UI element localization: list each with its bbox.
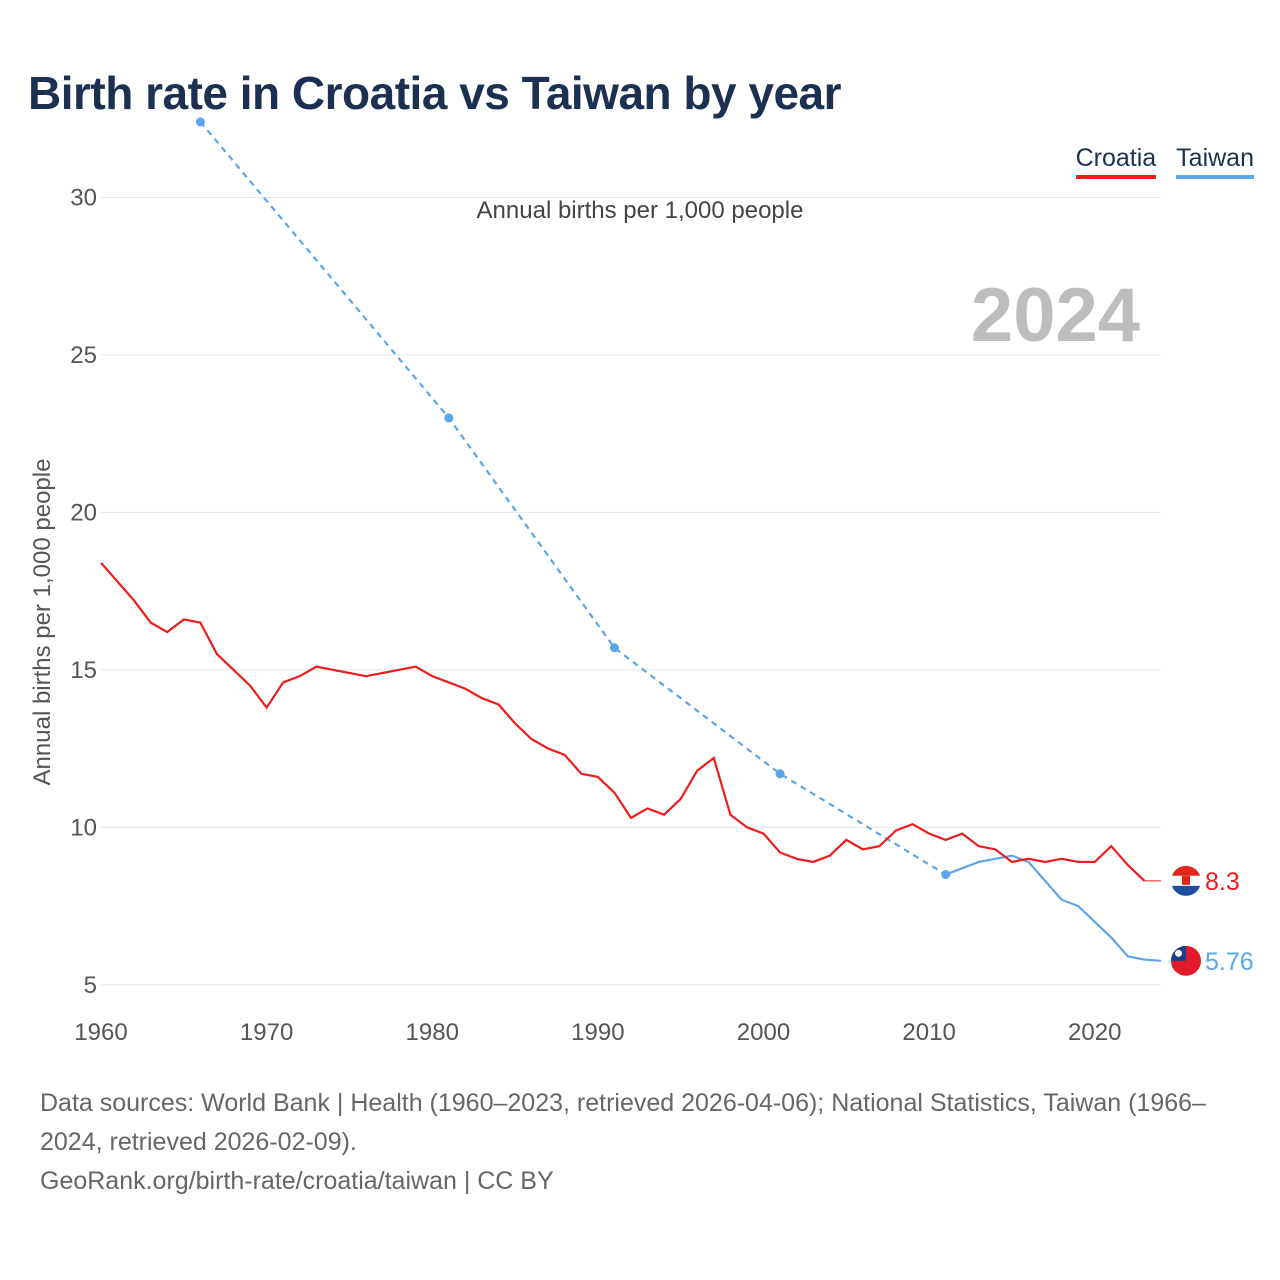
x-tick-label-2010: 2010 bbox=[902, 1019, 955, 1046]
credit-link[interactable]: GeoRank.org/birth-rate/croatia/taiwan | … bbox=[40, 1167, 554, 1195]
x-tick-label-2000: 2000 bbox=[737, 1019, 790, 1046]
footer: Data sources: World Bank | Health (1960–… bbox=[40, 1084, 1250, 1201]
taiwan-point-1991 bbox=[609, 643, 619, 653]
y-tick-label-25: 25 bbox=[70, 342, 97, 369]
year-watermark: 2024 bbox=[970, 273, 1140, 358]
taiwan-line bbox=[945, 854, 1162, 962]
taiwan-dashed-line bbox=[199, 121, 947, 876]
y-axis-label: Annual births per 1,000 people bbox=[29, 459, 56, 786]
x-tick-label-1970: 1970 bbox=[240, 1019, 293, 1046]
taiwan-end-label: 5.76 bbox=[1205, 948, 1254, 976]
chart-title: Birth rate in Croatia vs Taiwan by year bbox=[28, 67, 842, 119]
y-tick-label-30: 30 bbox=[70, 184, 97, 211]
y-tick-label-20: 20 bbox=[70, 499, 97, 526]
croatia-flag-icon bbox=[1171, 865, 1201, 896]
legend-taiwan[interactable]: Taiwan bbox=[1176, 144, 1254, 179]
x-tick-label-1990: 1990 bbox=[571, 1019, 624, 1046]
taiwan-point-1966 bbox=[195, 117, 205, 127]
x-tick-label-1980: 1980 bbox=[406, 1019, 459, 1046]
y-tick-label-15: 15 bbox=[70, 657, 97, 684]
legend: Croatia Taiwan bbox=[1075, 144, 1254, 179]
croatia-end-label: 8.3 bbox=[1205, 868, 1240, 896]
x-tick-label-2020: 2020 bbox=[1068, 1019, 1121, 1046]
legend-croatia[interactable]: Croatia bbox=[1075, 144, 1157, 179]
taiwan-flag-icon bbox=[1171, 945, 1201, 976]
croatia-line bbox=[100, 562, 1146, 882]
x-tick-label-1960: 1960 bbox=[74, 1019, 127, 1046]
y-tick-label-10: 10 bbox=[70, 814, 97, 841]
taiwan-point-2001 bbox=[775, 769, 785, 779]
taiwan-point-1981 bbox=[444, 413, 454, 423]
chart-subtitle: Annual births per 1,000 people bbox=[476, 197, 804, 224]
data-sources: Data sources: World Bank | Health (1960–… bbox=[40, 1089, 1206, 1156]
y-tick-label-5: 5 bbox=[84, 972, 97, 999]
